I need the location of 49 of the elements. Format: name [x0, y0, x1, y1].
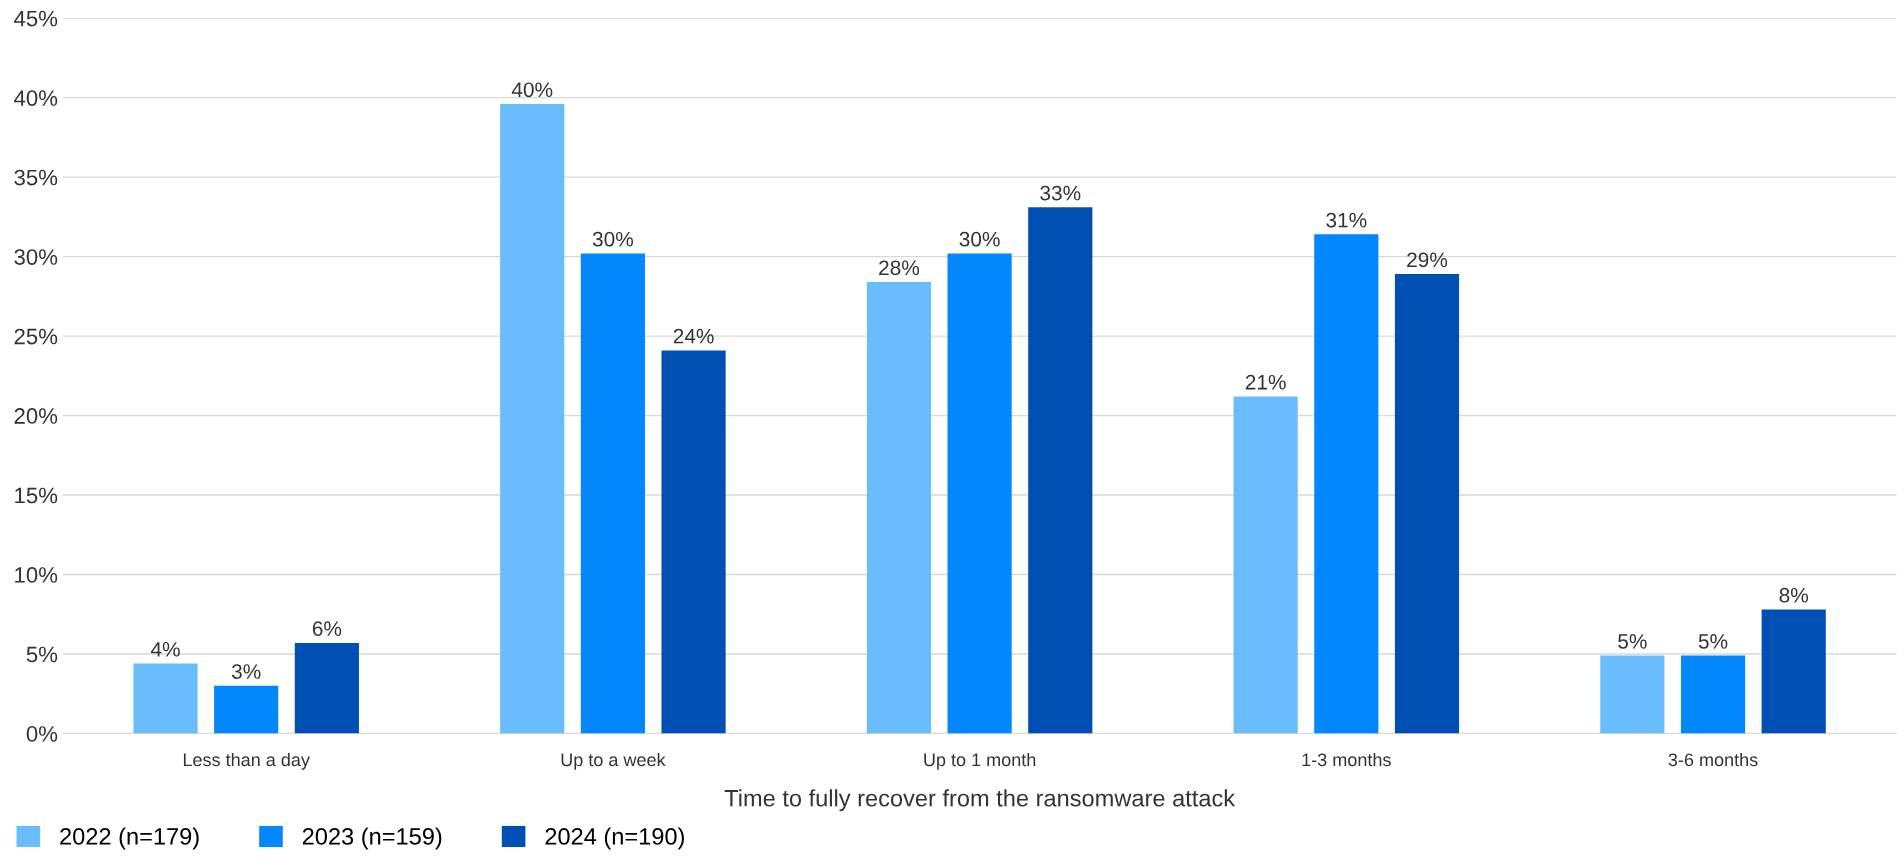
data-label: 31%: [1326, 212, 1367, 228]
y-tick-label: 10%: [15, 567, 58, 583]
y-tick-label: 40%: [14, 90, 58, 106]
bar: [580, 253, 645, 734]
bar: [1028, 207, 1093, 734]
data-label: 21%: [1245, 374, 1286, 390]
legend-label: 2024 (n=190): [545, 827, 684, 850]
data-label: 30%: [592, 231, 634, 247]
x-tick-label: 1-3 months: [1302, 752, 1391, 767]
y-tick-label: 15%: [15, 487, 58, 504]
x-tick-label: Up to 1 month: [924, 752, 1036, 770]
bar: [1680, 655, 1746, 734]
y-tick-label: 5%: [26, 646, 58, 663]
bar: [1600, 655, 1665, 734]
data-label: 6%: [312, 621, 342, 636]
data-label: 30%: [959, 231, 1000, 247]
data-label: 8%: [1779, 587, 1809, 603]
data-label: 33%: [1040, 185, 1081, 201]
bar: [500, 104, 565, 734]
legend-label: 2022 (n=179): [60, 827, 199, 850]
legend-label: 2023 (n=159): [302, 827, 442, 850]
x-tick-label: 3-6 months: [1668, 752, 1758, 767]
y-tick-label: 45%: [14, 10, 58, 27]
bar: [866, 282, 932, 734]
y-tick-label: 20%: [14, 408, 58, 424]
data-label: 24%: [673, 328, 714, 344]
bar: [1394, 274, 1460, 734]
y-tick-label: 30%: [14, 249, 58, 265]
bar: [1314, 234, 1379, 734]
bar: [661, 350, 726, 734]
y-tick-label: 35%: [14, 169, 58, 186]
bar: [947, 253, 1012, 734]
bar: [133, 663, 198, 734]
data-label: 4%: [150, 642, 180, 657]
data-label: 3%: [231, 664, 261, 679]
data-label: 5%: [1698, 634, 1728, 649]
bar: [214, 685, 279, 734]
y-tick-label: 25%: [14, 328, 58, 345]
bar: [1761, 609, 1826, 734]
bar: [294, 642, 359, 734]
data-label: 40%: [511, 82, 553, 98]
data-label: 29%: [1407, 252, 1448, 268]
x-tick-label: Less than a day: [183, 752, 310, 770]
x-axis-title: Time to fully recover from the ransomware attack: [724, 789, 1236, 812]
data-label: 5%: [1618, 634, 1647, 649]
data-label: 28%: [879, 260, 920, 276]
x-tick-label: Up to a week: [561, 752, 666, 770]
y-tick-label: 0%: [26, 726, 58, 742]
bar: [1233, 396, 1298, 734]
